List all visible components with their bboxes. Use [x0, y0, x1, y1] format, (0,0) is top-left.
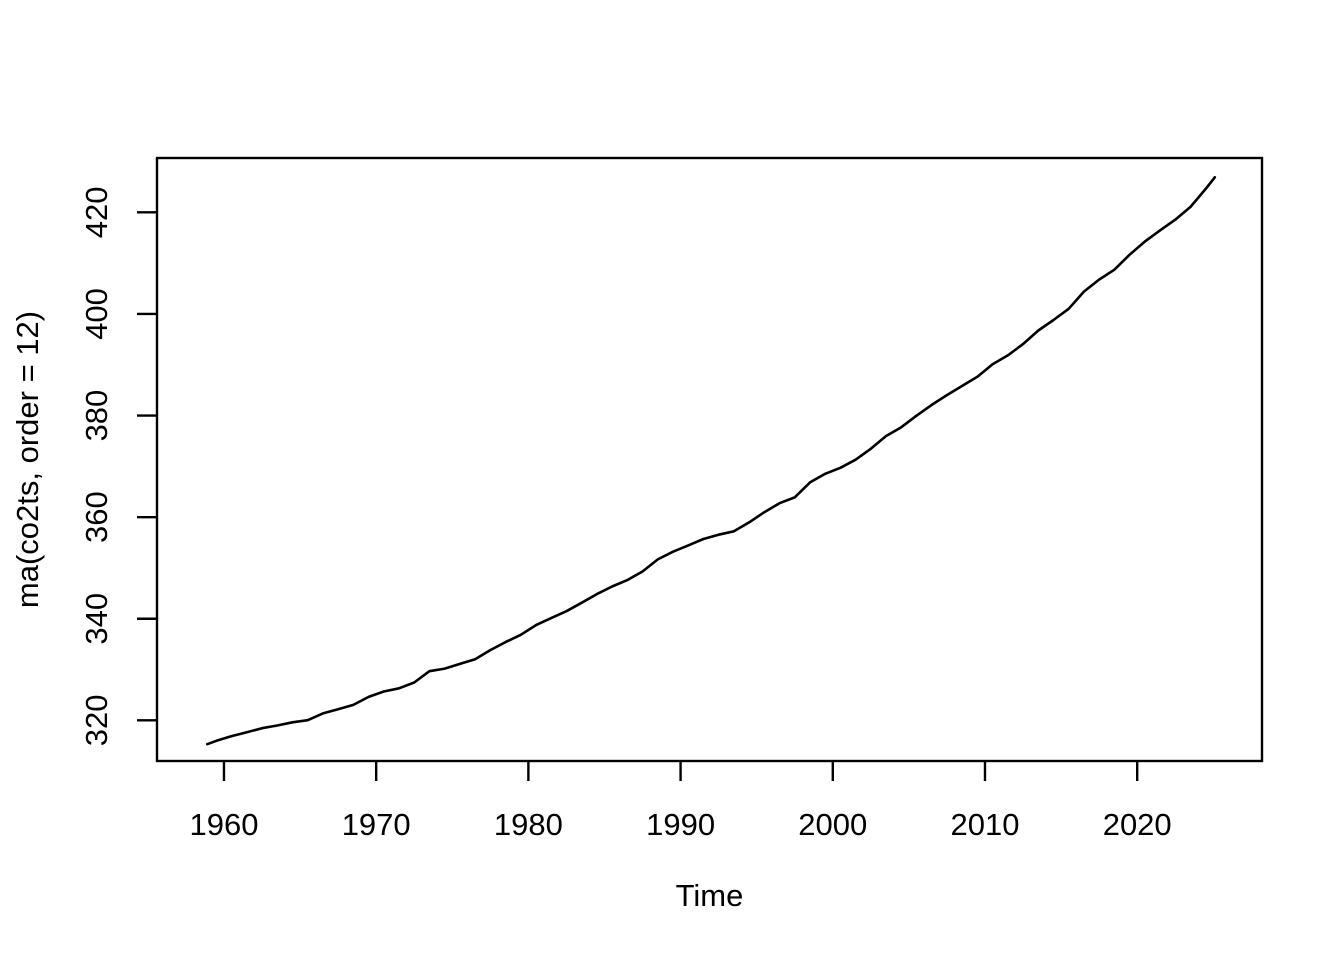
x-tick-label: 1960: [189, 807, 258, 842]
y-tick-label: 380: [79, 390, 114, 442]
x-tick-label: 1980: [494, 807, 563, 842]
y-tick-label: 400: [79, 288, 114, 340]
y-tick-label: 320: [79, 694, 114, 746]
y-tick-label: 340: [79, 593, 114, 645]
y-tick-label: 360: [79, 491, 114, 543]
y-axis: 320 340 360 380 400 420: [79, 186, 157, 746]
plot-border: [155, 156, 1264, 763]
y-tick-label: 420: [79, 186, 114, 238]
x-tick-label: 1990: [646, 807, 715, 842]
x-tick-label: 2010: [951, 807, 1020, 842]
x-axis-title: Time: [676, 878, 744, 913]
x-tick-label: 1970: [342, 807, 411, 842]
x-tick-label: 2020: [1103, 807, 1172, 842]
x-axis: 1960 1970 1980 1990 2000 2010 2020: [189, 761, 1172, 842]
x-tick-label: 2000: [798, 807, 867, 842]
series-line-co2-moving-average: [205, 176, 1217, 746]
y-axis-title: ma(co2ts, order = 12): [10, 311, 45, 608]
